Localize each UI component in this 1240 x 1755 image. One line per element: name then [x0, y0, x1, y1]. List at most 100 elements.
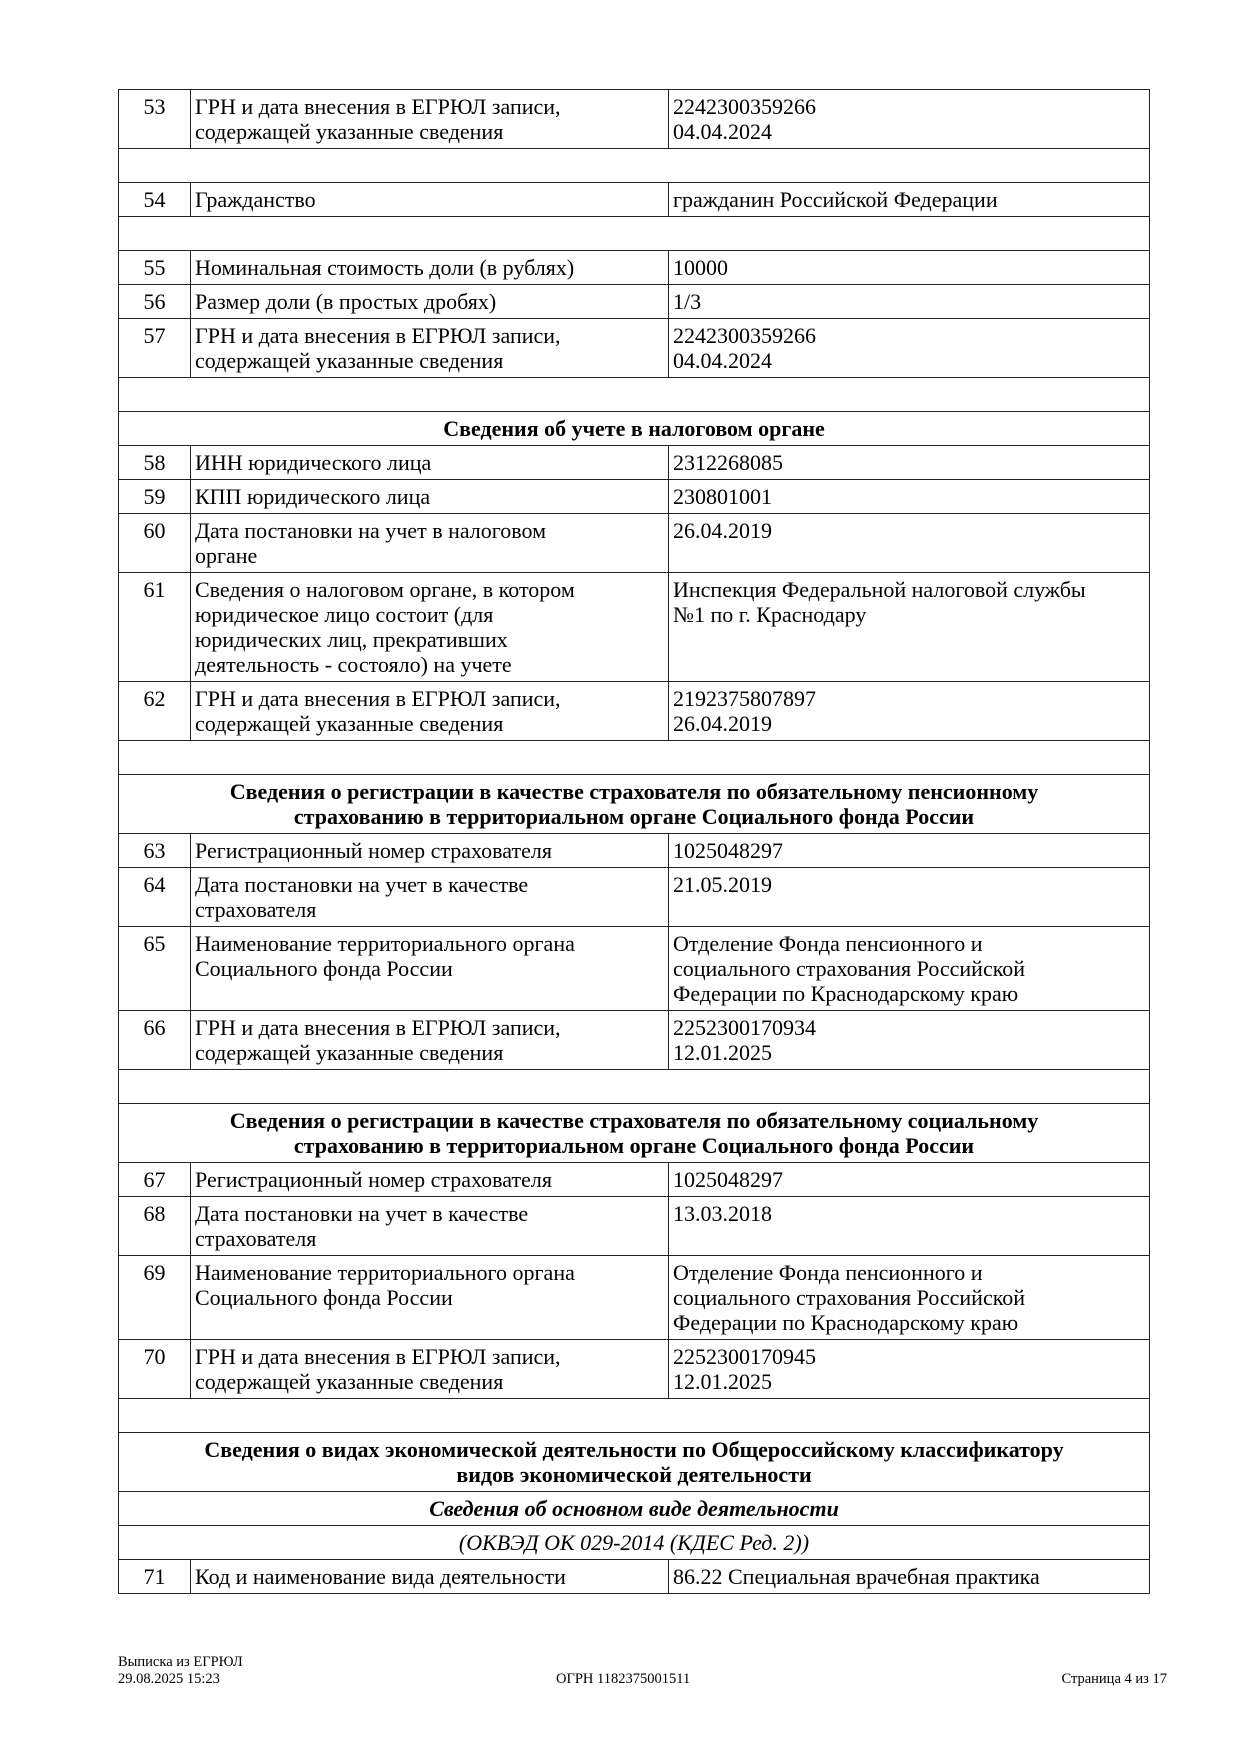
spacer-row: [118, 148, 1150, 183]
section-header: Сведения о регистрации в качестве страхо…: [118, 774, 1150, 834]
footer-ogrn: ОГРН 1182375001511: [556, 1671, 691, 1687]
empty-cell: [118, 377, 1150, 412]
row-number: 54: [118, 182, 191, 217]
table-row: 69 Наименование территориального органа С…: [118, 1255, 1150, 1340]
row-label: Сведения о налоговом органе, в котором ю…: [190, 572, 669, 682]
row-label: ГРН и дата внесения в ЕГРЮЛ записи, соде…: [190, 318, 669, 378]
row-label: КПП юридического лица: [190, 479, 669, 514]
table-row: 63 Регистрационный номер страхователя 1025…: [118, 833, 1150, 868]
row-value: 13.03.2018: [668, 1196, 1150, 1256]
header-text: (ОКВЭД ОК 029-2014 (КДЕС Ред. 2)): [118, 1525, 1150, 1560]
empty-cell: [118, 148, 1150, 183]
row-number: 59: [118, 479, 191, 514]
footer-doc-title: Выписка из ЕГРЮЛ: [118, 1654, 243, 1670]
row-value: 1/3: [668, 284, 1150, 319]
spacer-row: [118, 1398, 1150, 1433]
row-label: Дата постановки на учет в качестве страх…: [190, 1196, 669, 1256]
row-number: 70: [118, 1339, 191, 1399]
row-label: ГРН и дата внесения в ЕГРЮЛ записи, соде…: [190, 1010, 669, 1070]
table-row: 58 ИНН юридического лица 2312268085: [118, 445, 1150, 480]
header-text: Сведения об основном виде деятельности: [118, 1491, 1150, 1526]
row-value: 2312268085: [668, 445, 1150, 480]
footer-left: Выписка из ЕГРЮЛ 29.08.2025 15:23: [118, 1654, 243, 1688]
table-row: 68 Дата постановки на учет в качестве стр…: [118, 1196, 1150, 1256]
empty-cell: [118, 740, 1150, 775]
row-value: 2242300359266 04.04.2024: [668, 89, 1150, 149]
table-row: 71 Код и наименование вида деятельности 86…: [118, 1559, 1150, 1594]
table-row: 59 КПП юридического лица 230801001: [118, 479, 1150, 514]
subsection-header: Сведения об основном виде деятельности: [118, 1491, 1150, 1526]
empty-cell: [118, 216, 1150, 251]
row-value: Отделение Фонда пенсионного и социальног…: [668, 1255, 1150, 1340]
spacer-row: [118, 740, 1150, 775]
table-row: 66 ГРН и дата внесения в ЕГРЮЛ записи, со…: [118, 1010, 1150, 1070]
row-value: гражданин Российской Федерации: [668, 182, 1150, 217]
row-number: 71: [118, 1559, 191, 1594]
footer-page-number: Страница 4 из 17: [1061, 1671, 1167, 1687]
header-text: Сведения о регистрации в качестве страхо…: [118, 774, 1150, 834]
row-value: 1025048297: [668, 833, 1150, 868]
row-number: 60: [118, 513, 191, 573]
row-value: Отделение Фонда пенсионного и социальног…: [668, 926, 1150, 1011]
table-row: 61 Сведения о налоговом органе, в котором…: [118, 572, 1150, 682]
row-number: 64: [118, 867, 191, 927]
row-number: 55: [118, 250, 191, 285]
classifier-header: (ОКВЭД ОК 029-2014 (КДЕС Ред. 2)): [118, 1525, 1150, 1560]
row-label: Регистрационный номер страхователя: [190, 833, 669, 868]
row-value: 2192375807897 26.04.2019: [668, 681, 1150, 741]
table-row: 65 Наименование территориального органа С…: [118, 926, 1150, 1011]
row-number: 56: [118, 284, 191, 319]
row-label: Наименование территориального органа Соц…: [190, 1255, 669, 1340]
section-header: Сведения о регистрации в качестве страхо…: [118, 1103, 1150, 1163]
table-row: 62 ГРН и дата внесения в ЕГРЮЛ записи, со…: [118, 681, 1150, 741]
spacer-row: [118, 1069, 1150, 1104]
row-label: ИНН юридического лица: [190, 445, 669, 480]
row-number: 62: [118, 681, 191, 741]
row-label: Номинальная стоимость доли (в рублях): [190, 250, 669, 285]
row-value: 2252300170945 12.01.2025: [668, 1339, 1150, 1399]
row-label: ГРН и дата внесения в ЕГРЮЛ записи, соде…: [190, 89, 669, 149]
header-text: Сведения об учете в налоговом органе: [118, 411, 1150, 446]
row-value: 26.04.2019: [668, 513, 1150, 573]
row-number: 69: [118, 1255, 191, 1340]
row-number: 67: [118, 1162, 191, 1197]
header-text: Сведения о регистрации в качестве страхо…: [118, 1103, 1150, 1163]
row-label: Регистрационный номер страхователя: [190, 1162, 669, 1197]
row-number: 68: [118, 1196, 191, 1256]
table-row: 56 Размер доли (в простых дробях) 1/3: [118, 284, 1150, 319]
row-label: ГРН и дата внесения в ЕГРЮЛ записи, соде…: [190, 681, 669, 741]
row-number: 65: [118, 926, 191, 1011]
row-value: 1025048297: [668, 1162, 1150, 1197]
row-label: ГРН и дата внесения в ЕГРЮЛ записи, соде…: [190, 1339, 669, 1399]
row-value: Инспекция Федеральной налоговой службы №…: [668, 572, 1150, 682]
footer-datetime: 29.08.2025 15:23: [118, 1671, 220, 1687]
row-number: 66: [118, 1010, 191, 1070]
spacer-row: [118, 377, 1150, 412]
table-row: 54 Гражданство гражданин Российской Федера…: [118, 182, 1150, 217]
empty-cell: [118, 1398, 1150, 1433]
row-value: 21.05.2019: [668, 867, 1150, 927]
section-header: Сведения об учете в налоговом органе: [118, 411, 1150, 446]
table-row: 53 ГРН и дата внесения в ЕГРЮЛ записи, со…: [118, 89, 1150, 149]
row-value: 230801001: [668, 479, 1150, 514]
row-label: Дата постановки на учет в качестве страх…: [190, 867, 669, 927]
row-number: 63: [118, 833, 191, 868]
row-value: 2242300359266 04.04.2024: [668, 318, 1150, 378]
table-row: 60 Дата постановки на учет в налоговом ор…: [118, 513, 1150, 573]
table-row: 55 Номинальная стоимость доли (в рублях) 1…: [118, 250, 1150, 285]
row-number: 61: [118, 572, 191, 682]
table-row: 67 Регистрационный номер страхователя 1025…: [118, 1162, 1150, 1197]
row-label: Код и наименование вида деятельности: [190, 1559, 669, 1594]
row-label: Гражданство: [190, 182, 669, 217]
spacer-row: [118, 216, 1150, 251]
row-label: Размер доли (в простых дробях): [190, 284, 669, 319]
table-row: 70 ГРН и дата внесения в ЕГРЮЛ записи, со…: [118, 1339, 1150, 1399]
egrul-extract-table: 53 ГРН и дата внесения в ЕГРЮЛ записи, со…: [118, 89, 1150, 1594]
header-text: Сведения о видах экономической деятельно…: [118, 1432, 1150, 1492]
row-number: 58: [118, 445, 191, 480]
row-value: 2252300170934 12.01.2025: [668, 1010, 1150, 1070]
table-row: 57 ГРН и дата внесения в ЕГРЮЛ записи, со…: [118, 318, 1150, 378]
row-label: Дата постановки на учет в налоговом орга…: [190, 513, 669, 573]
section-header: Сведения о видах экономической деятельно…: [118, 1432, 1150, 1492]
table-row: 64 Дата постановки на учет в качестве стр…: [118, 867, 1150, 927]
